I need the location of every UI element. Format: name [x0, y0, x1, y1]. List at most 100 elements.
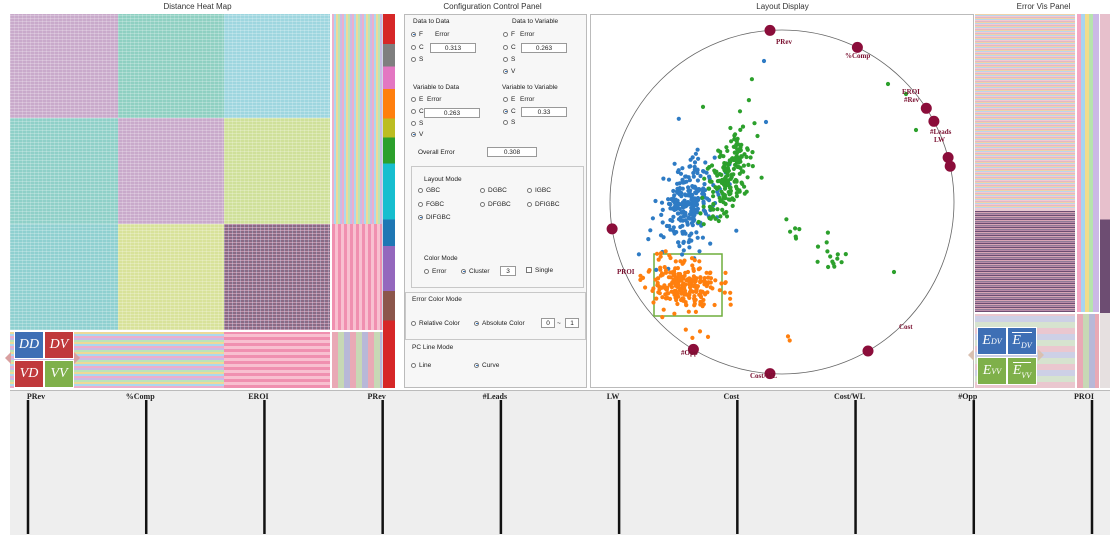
- scatter-point: [692, 164, 697, 169]
- option-label: C: [511, 108, 516, 115]
- scatter-point: [708, 241, 713, 246]
- scatter-point: [696, 219, 701, 225]
- option-label: C: [419, 44, 424, 51]
- scatter-point: [683, 174, 688, 179]
- anchor-label-lw: LW: [934, 136, 946, 144]
- d2d-option-c[interactable]: C: [411, 44, 424, 51]
- color-option-cluster[interactable]: Cluster: [461, 268, 490, 275]
- error-max-field[interactable]: 1: [565, 318, 579, 328]
- layout-display[interactable]: [590, 14, 974, 388]
- error-vv-button[interactable]: E VV: [977, 357, 1007, 385]
- scatter-point: [663, 270, 669, 275]
- scatter-point: [732, 144, 737, 149]
- anchor-rev-marker[interactable]: [928, 115, 940, 127]
- v2d-option-v[interactable]: V: [411, 131, 423, 138]
- layout-option-gbc[interactable]: GBC: [418, 187, 440, 194]
- v2v-option-s[interactable]: S: [503, 119, 515, 126]
- anchor-eroi-marker[interactable]: [920, 102, 932, 114]
- anchor-leads-marker[interactable]: [942, 152, 954, 163]
- expand-right-icon[interactable]: [74, 352, 80, 364]
- anchor-lw-marker[interactable]: [944, 160, 956, 172]
- scatter-point: [735, 164, 740, 169]
- relative-color-option[interactable]: Relative Color: [411, 320, 460, 327]
- scatter-point: [727, 191, 732, 196]
- scatter-point: [647, 268, 652, 273]
- error-dv-mean-button[interactable]: EDV: [1007, 327, 1037, 355]
- scatter-point: [662, 265, 667, 270]
- scatter-point: [687, 233, 692, 238]
- scatter-point: [661, 307, 666, 312]
- scatter-point: [677, 192, 682, 197]
- pc-curve-option[interactable]: Curve: [474, 362, 499, 369]
- option-label: FGBC: [426, 201, 445, 208]
- view-vd-button[interactable]: VD: [14, 360, 44, 388]
- d2v-option-c[interactable]: C: [503, 44, 516, 51]
- scatter-point: [697, 259, 702, 264]
- layout-option-dgbc[interactable]: DGBC: [480, 187, 507, 194]
- scatter-point: [695, 198, 700, 203]
- error-min-field[interactable]: 0: [541, 318, 555, 328]
- v2v-option-e[interactable]: E: [503, 96, 515, 103]
- radio-icon: [411, 131, 416, 137]
- anchor-prev-marker[interactable]: [764, 24, 776, 36]
- pc-line-option[interactable]: Line: [411, 362, 431, 369]
- error-vv-mean-button[interactable]: EVV: [1007, 357, 1037, 385]
- anchor-proi-marker[interactable]: [606, 223, 618, 235]
- layout-option-dfgbc[interactable]: DFGBC: [480, 201, 511, 208]
- d2d-error-field[interactable]: 0.313: [430, 43, 476, 53]
- heatmap-block: [10, 224, 118, 330]
- layout-option-igbc[interactable]: IGBC: [527, 187, 551, 194]
- parallel-coordinates-panel[interactable]: [10, 390, 1110, 535]
- cluster-count-field[interactable]: 3: [500, 266, 516, 276]
- d2d-option-f[interactable]: F: [411, 31, 423, 38]
- single-checkbox[interactable]: Single: [526, 267, 553, 274]
- v2d-error-field[interactable]: 0.263: [424, 108, 480, 118]
- scatter-point: [690, 155, 695, 160]
- anchor-costwl-marker[interactable]: [764, 368, 776, 380]
- view-dv-button[interactable]: DV: [44, 331, 74, 359]
- anchor-cost-marker[interactable]: [862, 345, 874, 357]
- scatter-point: [686, 240, 691, 245]
- anchor-comp-marker[interactable]: [851, 41, 863, 53]
- error-expand-left-icon[interactable]: [968, 349, 974, 361]
- scatter-point: [677, 276, 682, 281]
- scatter-point: [706, 198, 712, 203]
- scatter-point: [709, 179, 714, 184]
- v2v-error-field[interactable]: 0.33: [521, 107, 567, 117]
- radio-icon: [503, 108, 508, 114]
- layout-option-difgbc[interactable]: DIFGBC: [418, 214, 451, 221]
- view-vv-button[interactable]: VV: [44, 360, 74, 388]
- error-separator: [1075, 14, 1077, 388]
- v2d-option-e[interactable]: E: [411, 96, 423, 103]
- scatter-point: [672, 271, 677, 276]
- view-dd-button[interactable]: DD: [14, 331, 44, 359]
- v2v-option-c[interactable]: C: [503, 108, 516, 115]
- error-dv-button[interactable]: E DV: [977, 327, 1007, 355]
- layout-option-dfigbc[interactable]: DFIGBC: [527, 201, 560, 208]
- overall-error-field[interactable]: 0.308: [487, 147, 537, 157]
- d2d-option-s[interactable]: S: [411, 56, 423, 63]
- d2v-option-s[interactable]: S: [503, 56, 515, 63]
- v2d-option-c[interactable]: C: [411, 108, 424, 115]
- scatter-point: [705, 166, 710, 171]
- v2d-option-s[interactable]: S: [411, 120, 423, 127]
- radio-icon: [411, 120, 416, 126]
- expand-left-icon[interactable]: [5, 352, 11, 364]
- d2v-error-field[interactable]: 0.263: [521, 43, 567, 53]
- d2v-option-f[interactable]: F: [503, 31, 515, 38]
- scatter-point: [731, 166, 736, 171]
- layout-option-fgbc[interactable]: FGBC: [418, 201, 444, 208]
- anchor-opp-marker[interactable]: [687, 343, 699, 355]
- d2v-option-v[interactable]: V: [503, 68, 515, 75]
- scatter-point: [660, 207, 665, 212]
- scatter-point: [831, 261, 836, 266]
- absolute-color-option[interactable]: Absolute Color: [474, 320, 525, 327]
- distance-heat-map[interactable]: [10, 14, 395, 388]
- heatmap-separator: [10, 330, 395, 332]
- scatter-point: [704, 270, 709, 275]
- color-option-error[interactable]: Error: [424, 268, 446, 275]
- scatter-point: [656, 290, 661, 295]
- scatter-point: [826, 264, 831, 270]
- error-expand-right-icon[interactable]: [1038, 349, 1044, 361]
- range-tilde: ~: [557, 320, 561, 327]
